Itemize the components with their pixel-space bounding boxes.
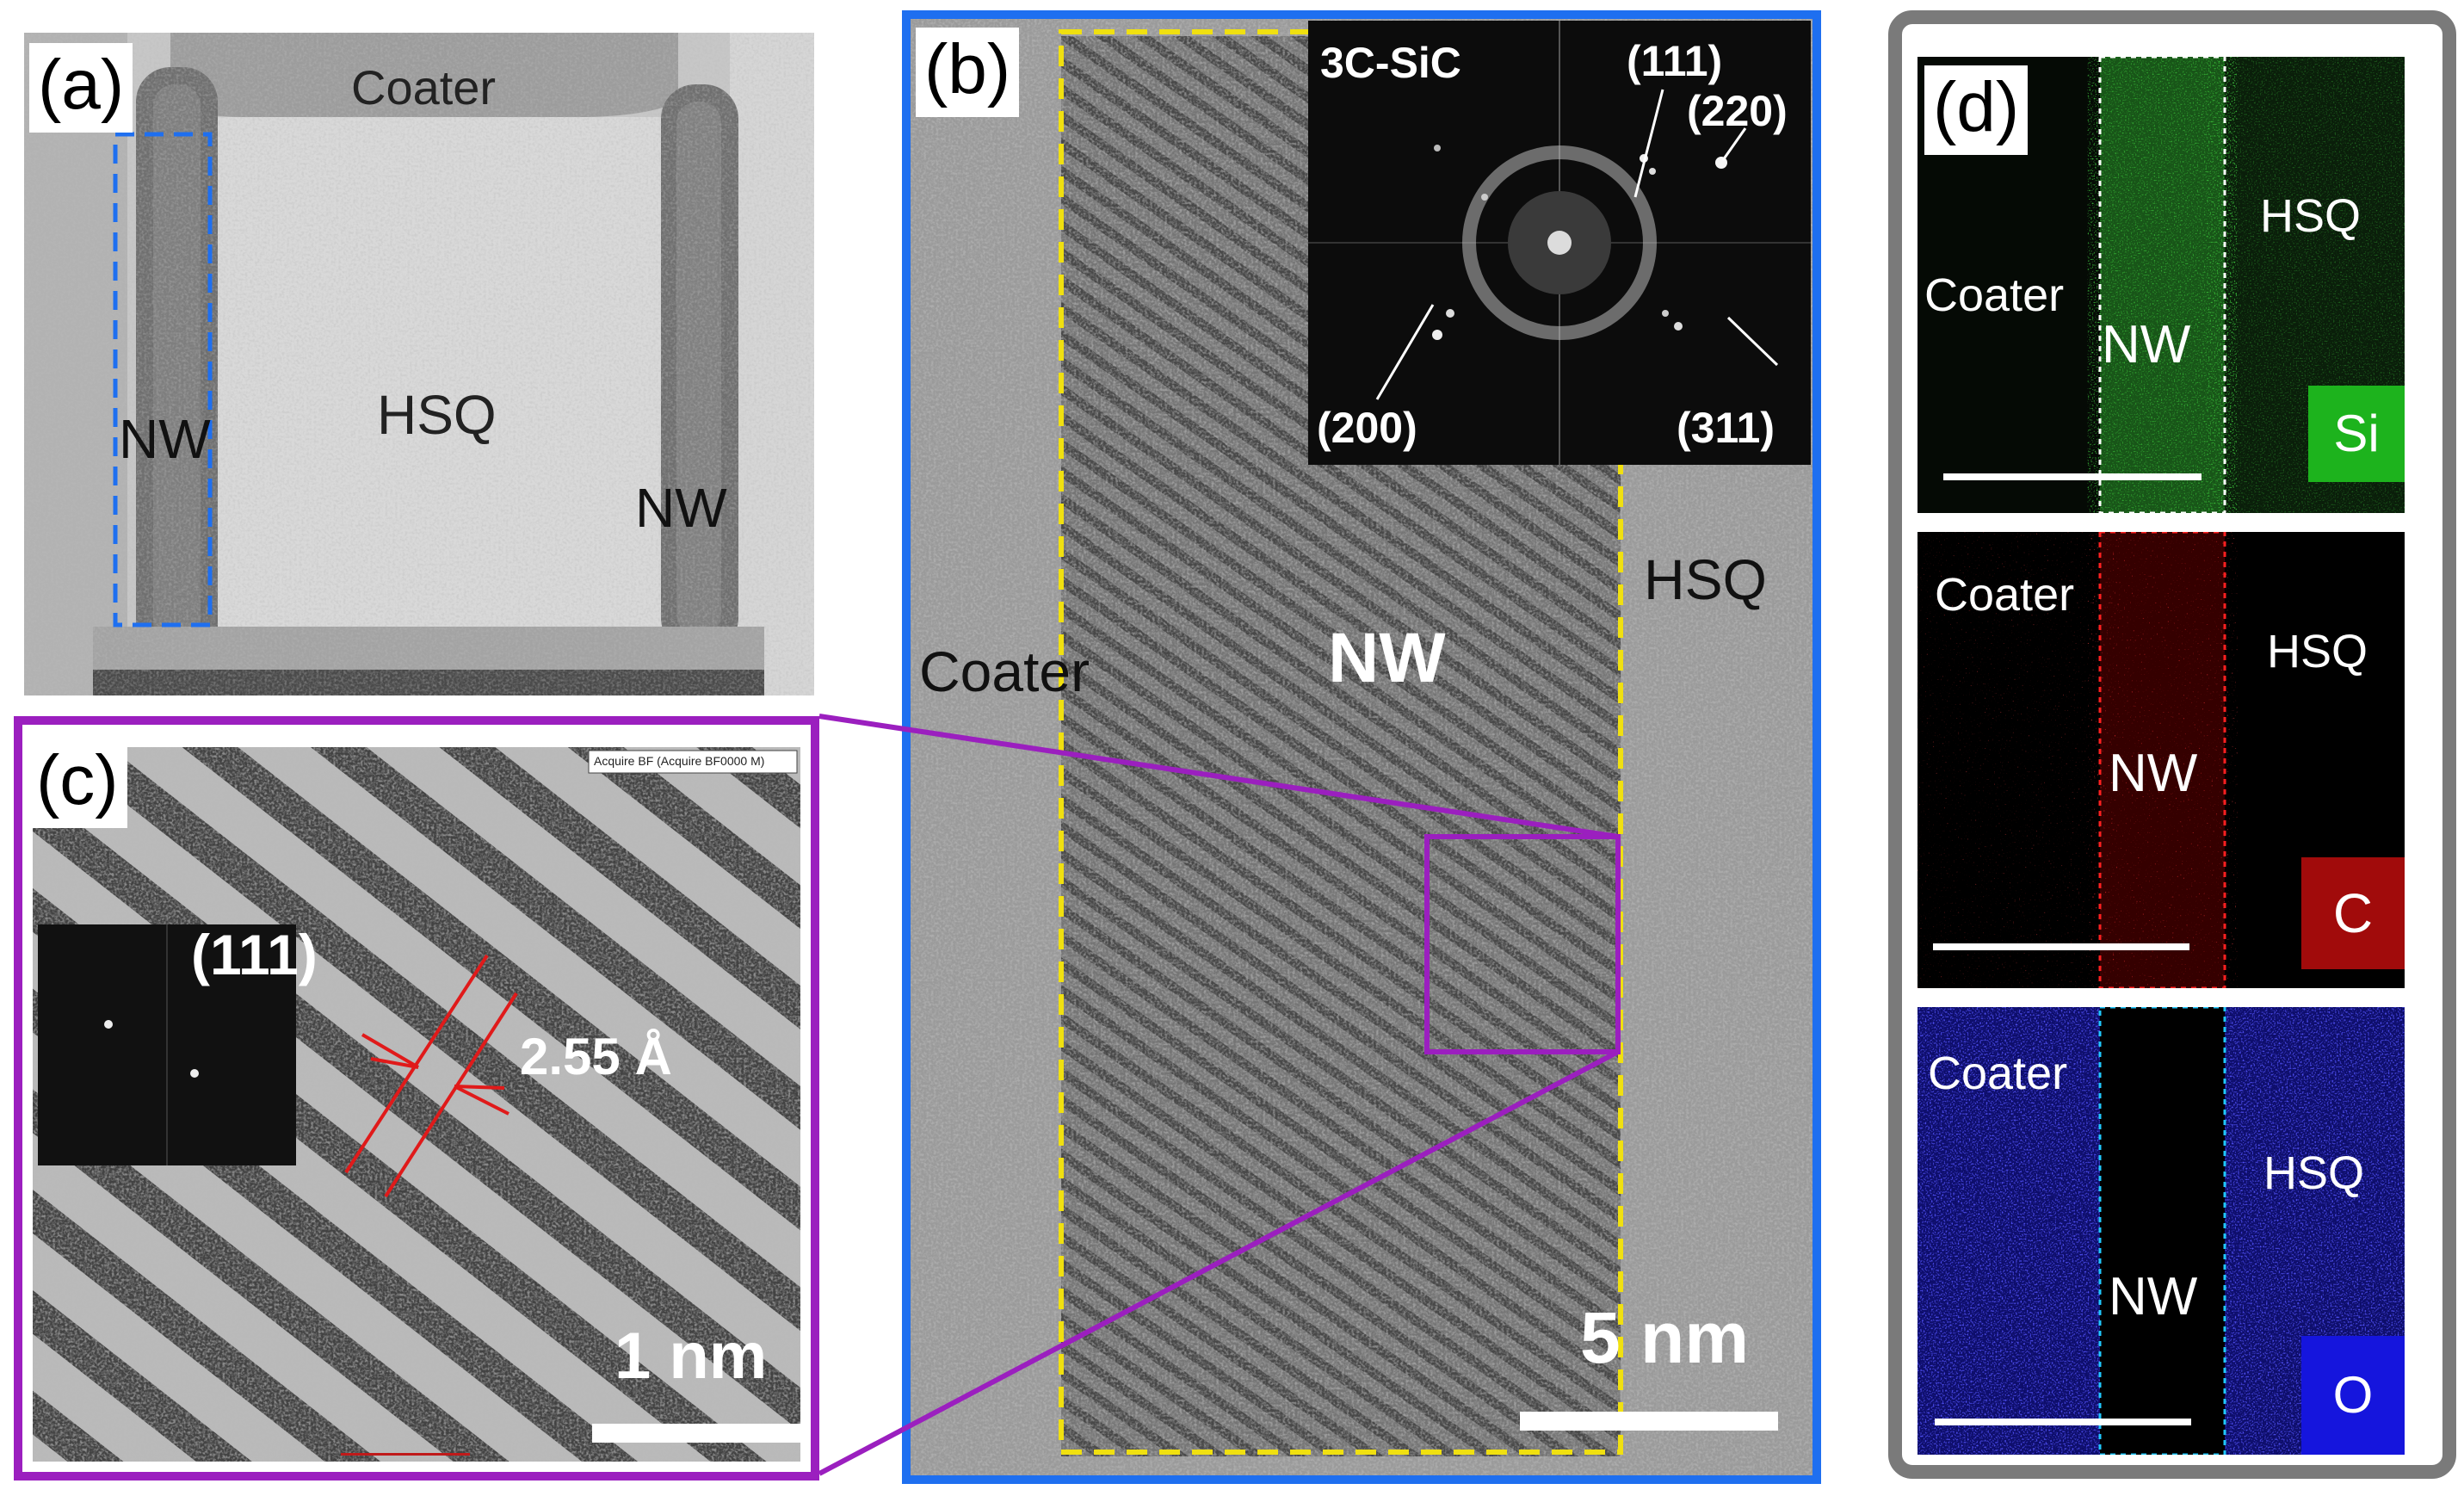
panel-c-plane-label: (111) xyxy=(191,923,318,986)
zoom-box xyxy=(1424,834,1621,1054)
fft-111-label: (111) xyxy=(1627,37,1723,85)
panel-a-nw-left-label: NW xyxy=(119,408,211,470)
fft-pattern xyxy=(1308,21,1811,465)
panel-c: Acquire BF (Acquire BF0000 M) (c) (111) … xyxy=(14,716,819,1481)
map-c-hsq-label: HSQ xyxy=(2267,626,2368,677)
arrow-left xyxy=(361,1033,420,1069)
panel-a-nw-right-label: NW xyxy=(635,477,727,539)
map-si-coater-label: Coater xyxy=(1924,269,2065,321)
map-si-nw-label: NW xyxy=(2102,315,2191,374)
panel-b-tag: (b) xyxy=(916,28,1020,117)
nw-highlight-box xyxy=(113,132,213,627)
map-c: Coater NW HSQ C xyxy=(1917,532,2405,988)
fft-inset: 3C-SiC (111) (220) (200) (311) xyxy=(1308,21,1811,465)
panel-c-header: Acquire BF (Acquire BF0000 M) xyxy=(594,754,765,768)
fft-311-label: (311) xyxy=(1677,404,1775,452)
map-si-element: Si xyxy=(2308,386,2405,482)
fringe-line-2 xyxy=(384,992,518,1198)
map-c-image xyxy=(1917,532,2226,988)
panel-b-scale-label: 5 nm xyxy=(1580,1297,1750,1378)
fft-220-label: (220) xyxy=(1687,87,1788,135)
map-o-nw-label: NW xyxy=(2109,1267,2198,1326)
fft-phase-label: 3C-SiC xyxy=(1320,39,1461,87)
map-o: Coater NW HSQ O xyxy=(1917,1007,2405,1455)
fringe-line-1 xyxy=(344,954,489,1174)
panel-a: (a) Coater HSQ NW NW xyxy=(24,33,814,695)
map-c-nw-label: NW xyxy=(2109,744,2198,803)
map-o-hsq-label: HSQ xyxy=(2263,1147,2365,1199)
panel-b-coater-label: Coater xyxy=(919,640,1090,703)
panel-b: 3C-SiC (111) (220) (200) (311) (b) Coate… xyxy=(902,10,1821,1484)
map-o-element: O xyxy=(2301,1336,2405,1455)
panel-d-tag: (d) xyxy=(1924,65,2029,155)
panel-c-tag: (c) xyxy=(28,739,127,828)
panel-c-image xyxy=(14,716,819,1481)
arrow-right xyxy=(454,1085,509,1116)
panel-a-tag: (a) xyxy=(29,43,133,133)
panel-b-scale-bar xyxy=(1520,1412,1778,1431)
map-si-hsq-label: HSQ xyxy=(2260,190,2362,242)
panel-a-hsq-label: HSQ xyxy=(377,384,497,446)
panel-a-image xyxy=(24,33,814,695)
panel-c-scale-bar xyxy=(592,1424,802,1443)
panel-a-coater-label: Coater xyxy=(351,60,497,114)
panel-b-hsq-label: HSQ xyxy=(1644,547,1768,611)
panel-b-nw-label: NW xyxy=(1328,619,1446,697)
map-si-image xyxy=(1943,57,2405,513)
map-c-coater-label: Coater xyxy=(1935,569,2075,621)
panel-c-scale-label: 1 nm xyxy=(614,1320,768,1393)
panel-d: Coater NW HSQ Si (d) Coater NW HSQ C Coa… xyxy=(1888,10,2456,1479)
fft-200-label: (200) xyxy=(1317,404,1417,452)
map-si: Coater NW HSQ Si xyxy=(1917,57,2405,513)
panel-c-spacing-label: 2.55 Å xyxy=(520,1028,672,1085)
map-o-coater-label: Coater xyxy=(1928,1048,2068,1099)
map-o-image xyxy=(1917,1007,2405,1455)
map-c-element: C xyxy=(2301,857,2405,969)
